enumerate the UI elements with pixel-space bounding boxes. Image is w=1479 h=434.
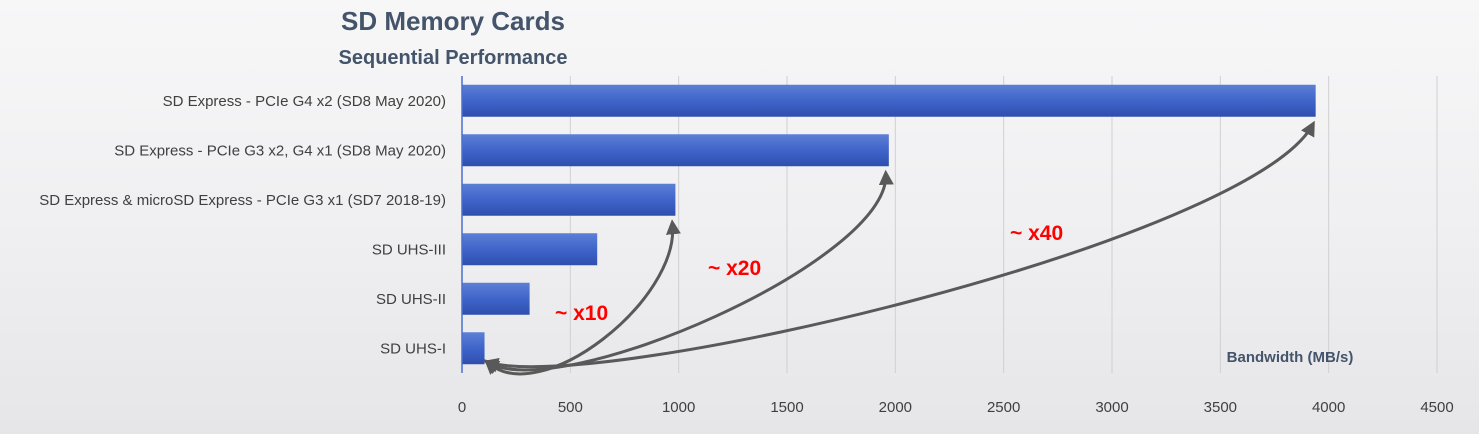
x-tick-label: 2500 bbox=[987, 399, 1020, 416]
category-label: SD UHS-I bbox=[380, 340, 446, 357]
x-tick-label: 4000 bbox=[1312, 399, 1345, 416]
annotation-label: ~ x40 bbox=[1010, 222, 1063, 245]
category-label: SD UHS-II bbox=[376, 291, 446, 308]
chart-title: SD Memory Cards bbox=[341, 6, 565, 36]
annotations: ~ x10 ~ x20 ~ x40 bbox=[555, 222, 1063, 325]
category-label: SD Express & microSD Express - PCIe G3 x… bbox=[39, 192, 446, 209]
x-tick-label: 3500 bbox=[1204, 399, 1237, 416]
x-tick-label: 1000 bbox=[662, 399, 695, 416]
x-tick-label: 0 bbox=[458, 399, 466, 416]
category-label: SD Express - PCIe G4 x2 (SD8 May 2020) bbox=[163, 93, 446, 110]
gridlines bbox=[569, 76, 1438, 373]
x-tick-label: 4500 bbox=[1420, 399, 1453, 416]
x-tick-label: 1500 bbox=[770, 399, 803, 416]
bar bbox=[462, 282, 530, 315]
x-tick-label: 3000 bbox=[1095, 399, 1128, 416]
annotation-label: ~ x20 bbox=[708, 257, 761, 280]
chart-subtitle: Sequential Performance bbox=[339, 47, 568, 69]
bar bbox=[462, 332, 485, 365]
category-label: SD UHS-III bbox=[372, 241, 446, 258]
category-labels: SD Express - PCIe G4 x2 (SD8 May 2020) SD… bbox=[39, 93, 446, 358]
x-axis-label: Bandwidth (MB/s) bbox=[1227, 349, 1354, 366]
bar bbox=[462, 183, 676, 216]
arrows bbox=[483, 120, 1315, 376]
category-label: SD Express - PCIe G3 x2, G4 x1 (SD8 May … bbox=[114, 142, 446, 159]
x-tick-label: 2000 bbox=[879, 399, 912, 416]
x-tick-labels: 0 500 1000 1500 2000 2500 3000 3500 4000 4500 bbox=[458, 399, 1454, 416]
bar bbox=[462, 233, 598, 266]
bar bbox=[462, 134, 889, 167]
x-tick-label: 500 bbox=[558, 399, 583, 416]
bar bbox=[462, 84, 1316, 117]
annotation-arrow bbox=[483, 120, 1315, 373]
annotation-label: ~ x10 bbox=[555, 302, 608, 325]
